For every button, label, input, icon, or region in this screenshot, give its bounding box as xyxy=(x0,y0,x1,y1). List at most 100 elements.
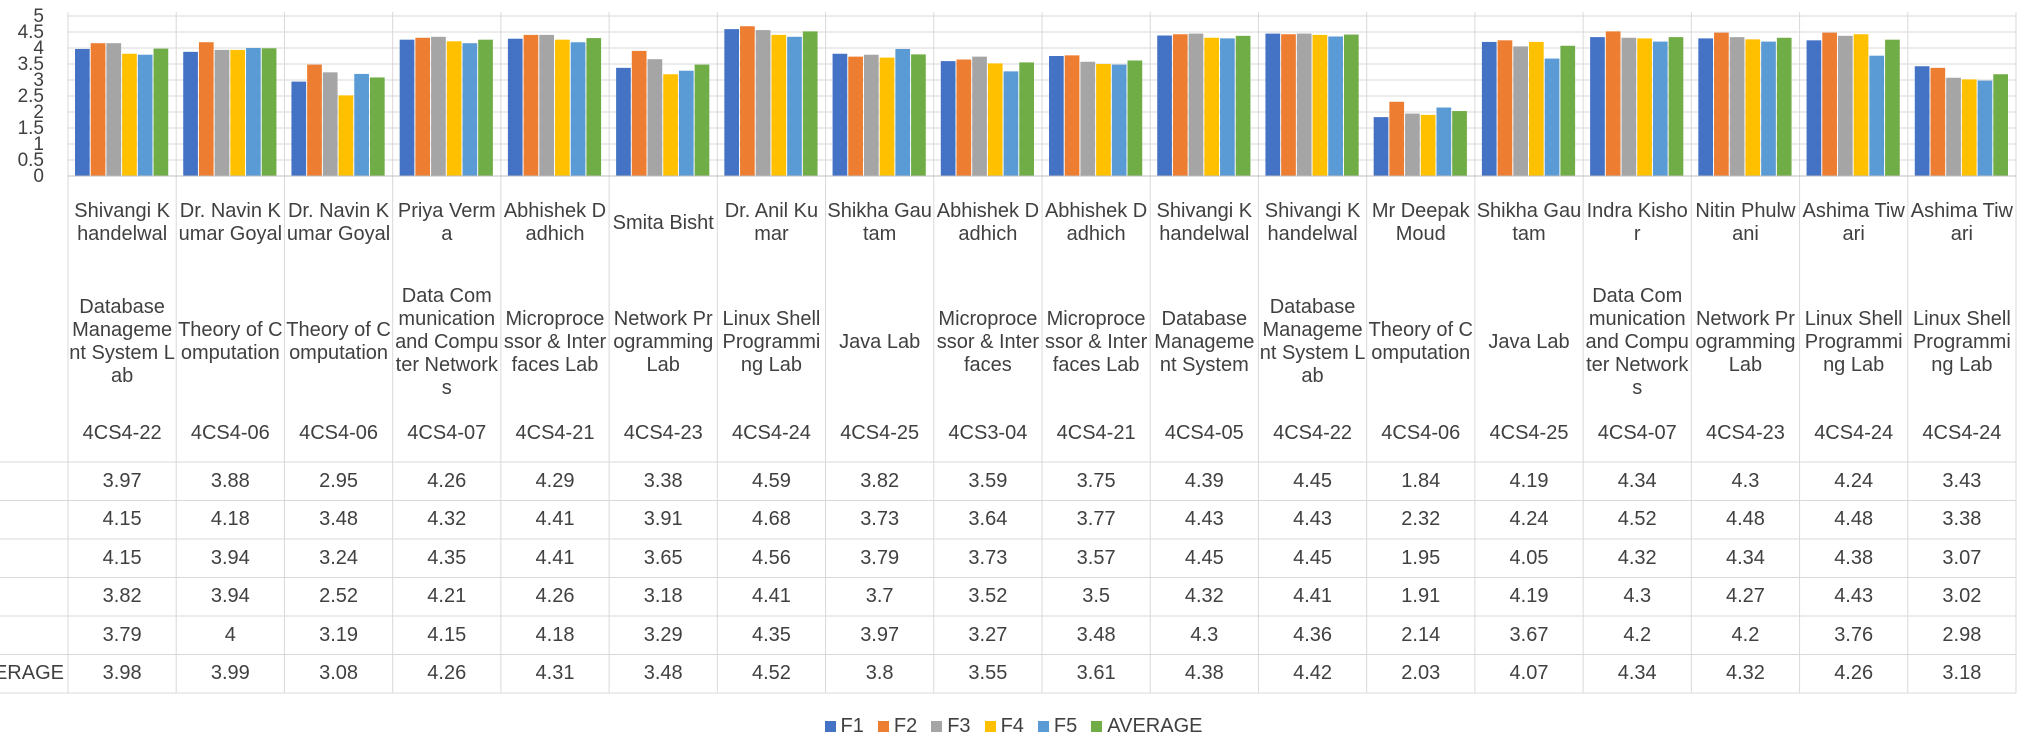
bar xyxy=(1837,35,1853,177)
bar xyxy=(1343,34,1359,177)
table-cell: 4.24 xyxy=(1834,469,1874,492)
table-cell: 1.84 xyxy=(1401,469,1441,492)
table-cell: 3.27 xyxy=(968,623,1008,646)
table-cell: 3.64 xyxy=(968,508,1008,530)
table-cell: 4.43 xyxy=(1834,585,1874,607)
category-header: Ashima Tiwari Linux Shell Programming Lab… xyxy=(1800,177,1908,455)
teacher-name: Abhishek Dadhich xyxy=(501,177,609,269)
bar xyxy=(1822,32,1837,176)
table-cell: 4.19 xyxy=(1509,585,1549,607)
table-cell: 3.29 xyxy=(643,623,683,646)
bar xyxy=(1776,37,1792,177)
subject-name: Database Management System xyxy=(1150,269,1258,415)
teacher-name: Smita Bisht xyxy=(612,177,715,269)
teacher-name: Shivangi Khandelwal xyxy=(1150,177,1258,269)
subject-code: 4CS4-24 xyxy=(1814,421,1894,444)
subject-code: 4CS3-04 xyxy=(948,421,1028,444)
teacher-name: Dr. Navin Kumar Goyal xyxy=(176,177,284,269)
bar xyxy=(1111,64,1127,176)
table-cell: 4.05 xyxy=(1509,546,1549,569)
table-cell: 3.94 xyxy=(210,546,250,569)
category-header: Dr. Navin Kumar Goyal Theory of Computati… xyxy=(176,177,284,455)
bar xyxy=(338,95,354,176)
y-tick-label: 1.5 xyxy=(18,118,44,139)
bar xyxy=(787,36,802,176)
subject-code: 4CS4-05 xyxy=(1164,421,1244,444)
bar xyxy=(1714,32,1729,176)
teacher-name-text: Dr. Navin Kumar Goyal xyxy=(286,200,391,245)
bar xyxy=(1806,40,1822,176)
bar xyxy=(1668,37,1684,177)
bar xyxy=(90,43,106,177)
teacher-name-text: Dr. Navin Kumar Goyal xyxy=(178,200,283,245)
legend-swatch xyxy=(931,720,943,732)
table-cell: 3.7 xyxy=(865,585,894,607)
table-cell: 3.59 xyxy=(968,469,1008,492)
bar xyxy=(1328,36,1343,177)
table-cell: 3.77 xyxy=(1076,508,1116,530)
subject-name: Database Management System Lab xyxy=(1258,269,1366,415)
bar xyxy=(1745,39,1761,176)
subject-name: Linux Shell Programming Lab xyxy=(1908,269,2016,415)
table-cell: 4.3 xyxy=(1190,623,1219,646)
subject-code: 4CS4-07 xyxy=(1597,421,1677,444)
teacher-name: Shivangi Khandelwal xyxy=(68,177,176,269)
legend-swatch xyxy=(984,720,996,732)
bar xyxy=(771,34,787,176)
bar xyxy=(1698,38,1714,177)
bar xyxy=(832,53,848,177)
y-tick-label: 0 xyxy=(33,166,44,187)
table-cell: 4.32 xyxy=(427,508,467,530)
bar xyxy=(1621,37,1637,177)
bar xyxy=(1420,114,1436,176)
subject-code: 4CS4-06 xyxy=(299,421,379,444)
subject-name: Data Communication and Computer Networks xyxy=(1583,269,1691,415)
table-cell: 4.59 xyxy=(751,469,791,492)
table-cell: 4.26 xyxy=(427,662,467,684)
table-cell: 3.24 xyxy=(319,546,359,569)
bar xyxy=(1652,41,1668,176)
teacher-name-text: Dr. Anil Kumar xyxy=(724,200,819,245)
row-label xyxy=(0,616,68,654)
subject-name-text: Database Management System Lab xyxy=(69,296,175,387)
bar xyxy=(1481,41,1497,176)
category-header: Abhishek Dadhich Microprocessor & Interfa… xyxy=(934,177,1042,455)
subject-name-text: Network Programming Lab xyxy=(613,307,714,376)
table-cell: 4.24 xyxy=(1509,508,1549,530)
bar xyxy=(570,42,586,176)
bar xyxy=(1729,37,1745,177)
y-tick-label: 4.5 xyxy=(18,22,44,43)
bar xyxy=(740,26,755,176)
category-header: Smita Bisht Network Programming Lab 4CS4-2… xyxy=(609,177,717,455)
y-tick-label: 2 xyxy=(33,102,44,123)
table-cell: 4.34 xyxy=(1725,546,1765,569)
subject-code: 4CS4-22 xyxy=(1273,421,1353,444)
subject-code: 4CS4-06 xyxy=(190,421,270,444)
bar xyxy=(1235,35,1251,177)
subject-code: 4CS4-23 xyxy=(1705,421,1785,444)
bar xyxy=(848,56,863,176)
table-cell: 3.18 xyxy=(1942,662,1982,684)
bar xyxy=(1497,40,1513,176)
table-cell: 3.61 xyxy=(1076,662,1116,684)
table-cell: 2.32 xyxy=(1401,508,1441,530)
teacher-name: Dr. Anil Kumar xyxy=(717,177,825,269)
teacher-name: Dr. Navin Kumar Goyal xyxy=(284,177,392,269)
subject-name: Linux Shell Programming Lab xyxy=(1800,269,1908,415)
bar xyxy=(1204,37,1220,177)
subject-name-text: Java Lab xyxy=(839,330,921,353)
category-header: Priya Verma Data Communication and Comput… xyxy=(393,177,501,455)
table-cell: 4.45 xyxy=(1293,546,1333,569)
table-cell: 4.3 xyxy=(1731,469,1760,492)
bar xyxy=(940,61,956,177)
table-cell: 4.35 xyxy=(427,546,467,569)
table-cell: 4.34 xyxy=(1617,662,1657,684)
bar xyxy=(1127,60,1143,177)
row-label xyxy=(0,578,68,616)
subject-name: Microprocessor & Interfaces Lab xyxy=(1042,269,1150,415)
table-cell: 3.5 xyxy=(1082,585,1111,607)
y-tick-label: 3 xyxy=(33,70,44,91)
subject-name-text: Microprocessor & Interfaces Lab xyxy=(1044,307,1148,376)
teacher-name-text: Shivangi Khandelwal xyxy=(1264,200,1361,245)
subject-name-text: Microprocessor & Interfaces Lab xyxy=(503,307,607,376)
